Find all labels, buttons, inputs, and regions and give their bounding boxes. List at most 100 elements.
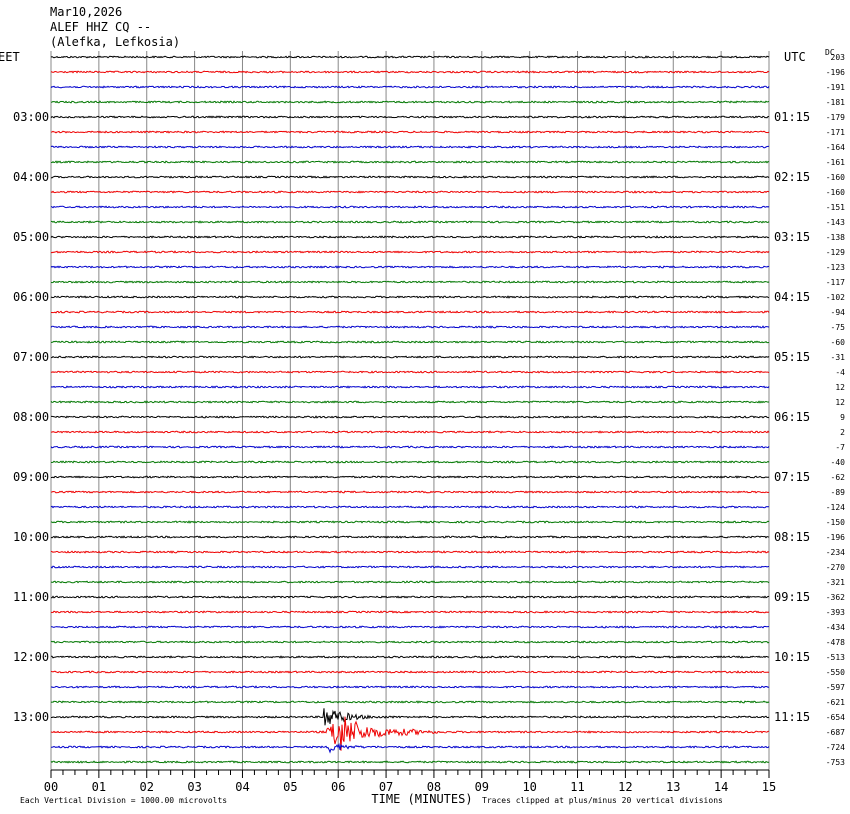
dc-value: -181 bbox=[826, 98, 845, 107]
left-axis-title: EET bbox=[0, 50, 20, 64]
x-tick-label: 02 bbox=[140, 780, 154, 794]
dc-value: -4 bbox=[835, 368, 845, 377]
eet-label: 09:00 bbox=[13, 470, 49, 484]
trace bbox=[51, 655, 770, 659]
dc-value: -129 bbox=[826, 248, 845, 257]
dc-value: -161 bbox=[826, 158, 845, 167]
x-tick-label: 01 bbox=[92, 780, 106, 794]
dc-value: -7 bbox=[835, 443, 845, 452]
dc-value: -117 bbox=[826, 278, 845, 287]
trace bbox=[50, 100, 770, 104]
trace bbox=[50, 265, 770, 269]
dc-value: 2 bbox=[840, 428, 845, 437]
dc-title: DC bbox=[825, 48, 835, 57]
x-tick-label: 06 bbox=[331, 780, 345, 794]
dc-value: -150 bbox=[826, 518, 845, 527]
trace bbox=[51, 340, 770, 344]
trace bbox=[50, 55, 770, 59]
trace bbox=[50, 460, 770, 464]
eet-label: 03:00 bbox=[13, 110, 49, 124]
utc-label: 10:15 bbox=[774, 650, 810, 664]
dc-value: -654 bbox=[826, 713, 845, 722]
x-tick-label: 07 bbox=[379, 780, 393, 794]
dc-value: -138 bbox=[826, 233, 845, 242]
x-tick-label: 09 bbox=[475, 780, 489, 794]
eet-label: 13:00 bbox=[13, 710, 49, 724]
x-tick-label: 10 bbox=[522, 780, 536, 794]
utc-label: 03:15 bbox=[774, 230, 810, 244]
dc-value: -362 bbox=[826, 593, 845, 602]
dc-value: -31 bbox=[831, 353, 846, 362]
dc-value: -724 bbox=[826, 743, 845, 752]
trace bbox=[51, 430, 770, 434]
dc-value: -124 bbox=[826, 503, 845, 512]
trace bbox=[50, 115, 770, 119]
trace bbox=[50, 70, 770, 74]
x-axis-title: TIME (MINUTES) bbox=[371, 792, 472, 806]
x-tick-label: 08 bbox=[427, 780, 441, 794]
x-tick-label: 04 bbox=[235, 780, 249, 794]
utc-label: 06:15 bbox=[774, 410, 810, 424]
trace bbox=[50, 325, 770, 329]
dc-value: -143 bbox=[826, 218, 845, 227]
trace bbox=[50, 565, 770, 569]
trace bbox=[51, 415, 770, 419]
x-tick-label: 05 bbox=[283, 780, 297, 794]
trace bbox=[50, 535, 770, 539]
eet-label: 12:00 bbox=[13, 650, 49, 664]
dc-value: -196 bbox=[826, 68, 845, 77]
eet-label: 04:00 bbox=[13, 170, 49, 184]
eet-label: 06:00 bbox=[13, 290, 49, 304]
dc-value: -621 bbox=[826, 698, 845, 707]
dc-value: -164 bbox=[826, 143, 845, 152]
dc-value: -179 bbox=[826, 113, 845, 122]
trace bbox=[50, 505, 769, 509]
dc-value: -687 bbox=[826, 728, 845, 737]
trace bbox=[50, 145, 770, 149]
utc-label: 02:15 bbox=[774, 170, 810, 184]
x-tick-label: 00 bbox=[44, 780, 58, 794]
dc-value: -196 bbox=[826, 533, 845, 542]
trace bbox=[51, 475, 770, 479]
dc-value: -550 bbox=[826, 668, 845, 677]
dc-value: -75 bbox=[831, 323, 846, 332]
trace bbox=[50, 190, 770, 194]
eet-label: 07:00 bbox=[13, 350, 49, 364]
dc-value: -321 bbox=[826, 578, 845, 587]
trace bbox=[50, 130, 770, 134]
trace bbox=[51, 742, 770, 754]
eet-label: 05:00 bbox=[13, 230, 49, 244]
x-tick-label: 13 bbox=[666, 780, 680, 794]
trace bbox=[50, 760, 770, 764]
trace bbox=[50, 700, 770, 704]
trace bbox=[50, 520, 770, 524]
trace bbox=[50, 175, 770, 179]
trace bbox=[50, 716, 770, 751]
trace bbox=[50, 625, 769, 629]
utc-label: 08:15 bbox=[774, 530, 810, 544]
utc-label: 07:15 bbox=[774, 470, 810, 484]
trace bbox=[50, 220, 770, 224]
eet-label: 08:00 bbox=[13, 410, 49, 424]
dc-value: -270 bbox=[826, 563, 845, 572]
trace bbox=[51, 595, 770, 599]
trace bbox=[50, 235, 770, 239]
right-axis-title: UTC bbox=[784, 50, 806, 64]
scale-note: Each Vertical Division = 1000.00 microvo… bbox=[20, 796, 227, 805]
utc-label: 11:15 bbox=[774, 710, 810, 724]
dc-value: -434 bbox=[826, 623, 845, 632]
dc-value: -597 bbox=[826, 683, 845, 692]
dc-value: -94 bbox=[831, 308, 846, 317]
dc-value: -62 bbox=[831, 473, 846, 482]
date: Mar10,2026 bbox=[50, 5, 122, 19]
eet-label: 10:00 bbox=[13, 530, 49, 544]
dc-value: -151 bbox=[826, 203, 845, 212]
dc-value: -513 bbox=[826, 653, 845, 662]
dc-value: -171 bbox=[826, 128, 845, 137]
x-tick-label: 15 bbox=[762, 780, 776, 794]
trace bbox=[50, 685, 770, 689]
trace bbox=[51, 310, 770, 314]
dc-value: -160 bbox=[826, 173, 845, 182]
trace bbox=[50, 550, 770, 554]
location: (Alefka, Lefkosia) bbox=[50, 35, 180, 49]
